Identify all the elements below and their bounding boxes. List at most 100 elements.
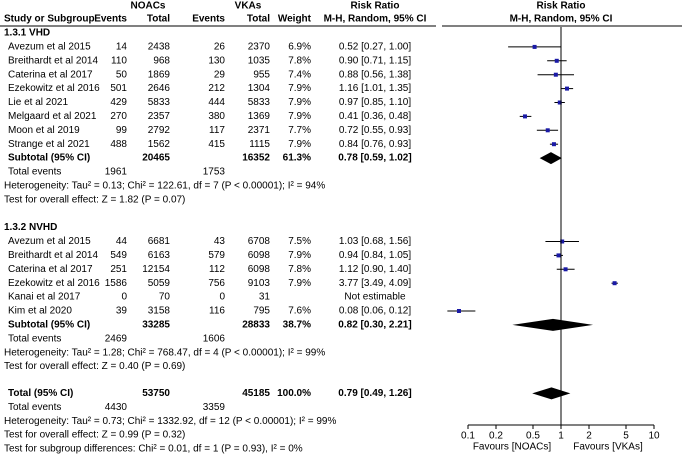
- e1: 549: [110, 250, 127, 261]
- header: Total: [247, 14, 270, 25]
- x-tick-label: 0.1: [461, 431, 475, 442]
- t1: 2357: [148, 111, 171, 122]
- e2: 1606: [203, 333, 226, 344]
- header: Risk Ratio: [537, 1, 586, 12]
- e2: 579: [208, 250, 225, 261]
- t2: 9103: [248, 278, 271, 289]
- weight: 7.9%: [288, 83, 311, 94]
- total-events: Total events: [8, 402, 61, 413]
- e1: 1961: [105, 167, 128, 178]
- ci-label: 0.41 [0.36, 0.48]: [339, 111, 412, 122]
- e2: 380: [208, 111, 225, 122]
- overall-test: Test for overall effect: Z = 0.40 (P = 0…: [4, 361, 185, 372]
- study-name: Kanai et al 2017: [8, 292, 81, 303]
- t2: 16352: [242, 153, 270, 164]
- total-events: Total events: [8, 167, 61, 178]
- e1: 270: [110, 111, 127, 122]
- t1: 12154: [142, 264, 170, 275]
- ci-label: 0.72 [0.55, 0.93]: [339, 125, 412, 136]
- t2: 5833: [248, 97, 271, 108]
- point-estimate: [553, 72, 558, 77]
- ci-label: 0.97 [0.85, 1.10]: [339, 97, 412, 108]
- t1: 33285: [142, 320, 170, 331]
- e2: 756: [208, 278, 225, 289]
- e2: 3359: [203, 402, 226, 413]
- t1: 6163: [148, 250, 171, 261]
- e1: 50: [116, 69, 128, 80]
- study-name: Avezum et al 2015: [8, 236, 91, 247]
- e1: 0: [121, 292, 127, 303]
- ci-label: 0.78 [0.59, 1.02]: [338, 153, 411, 164]
- point-estimate: [554, 58, 559, 63]
- study-name: Breithardt et al 2014: [8, 55, 98, 66]
- header: Study or Subgroup: [4, 14, 95, 25]
- ci-label: Not estimable: [344, 292, 406, 303]
- study-name: Melgaard et al 2021: [8, 111, 97, 122]
- e1: 251: [110, 264, 127, 275]
- ci-label: 1.16 [1.01, 1.35]: [339, 83, 412, 94]
- weight: 7.8%: [288, 55, 311, 66]
- t2: 6098: [248, 250, 271, 261]
- ci-label: 0.84 [0.76, 0.93]: [339, 139, 412, 150]
- weight: 7.5%: [288, 236, 311, 247]
- e1: 14: [116, 42, 128, 53]
- e2: 112: [209, 264, 225, 275]
- t2: 795: [253, 306, 270, 317]
- study-name: Caterina et al 2017: [8, 264, 93, 275]
- weight: 7.4%: [288, 69, 311, 80]
- t2: 28833: [242, 320, 270, 331]
- weight: 7.9%: [288, 250, 311, 261]
- t1: 1869: [148, 69, 171, 80]
- point-estimate: [560, 239, 565, 244]
- t2: 955: [253, 69, 270, 80]
- study-name: Strange et al 2021: [8, 139, 90, 150]
- point-estimate: [545, 128, 550, 133]
- t2: 6098: [248, 264, 271, 275]
- favours-label: Favours [VKAs]: [573, 442, 643, 453]
- ci-label: 3.77 [3.49, 4.09]: [339, 278, 412, 289]
- t2: 2371: [248, 125, 271, 136]
- t1: 3158: [148, 306, 171, 317]
- summary-name: Subtotal (95% CI): [8, 153, 90, 164]
- point-estimate: [532, 44, 537, 49]
- favours-label: Favours [NOACs]: [473, 442, 552, 453]
- point-estimate: [612, 281, 617, 286]
- weight: 7.9%: [288, 139, 311, 150]
- ci-label: 1.12 [0.90, 1.40]: [339, 264, 412, 275]
- heterogeneity: Heterogeneity: Tau² = 1.28; Chi² = 768.4…: [4, 347, 325, 358]
- t2: 31: [259, 292, 271, 303]
- t2: 1369: [248, 111, 271, 122]
- ci-label: 1.03 [0.68, 1.56]: [339, 236, 412, 247]
- ci-label: 0.82 [0.30, 2.21]: [338, 320, 411, 331]
- e1: 1586: [105, 278, 128, 289]
- t1: 6681: [148, 236, 171, 247]
- e2: 1753: [203, 167, 226, 178]
- study-name: Moon et al 2019: [8, 125, 80, 136]
- header: Events: [94, 14, 127, 25]
- point-estimate: [522, 114, 527, 119]
- weight: 38.7%: [283, 320, 311, 331]
- e2: 29: [214, 69, 226, 80]
- x-tick-label: 0.5: [526, 431, 540, 442]
- weight: 7.9%: [288, 111, 311, 122]
- summary-diamond: [532, 387, 571, 400]
- e2: 116: [209, 306, 225, 317]
- point-estimate: [557, 100, 562, 105]
- overall-test: Test for overall effect: Z = 1.82 (P = 0…: [4, 194, 185, 205]
- e2: 26: [214, 42, 226, 53]
- e2: 212: [208, 83, 225, 94]
- t1: 968: [153, 55, 170, 66]
- x-tick-label: 10: [648, 431, 660, 442]
- e1: 44: [116, 236, 128, 247]
- e2: 0: [219, 292, 225, 303]
- header: M-H, Random, 95% CI: [324, 14, 427, 25]
- e2: 43: [214, 236, 226, 247]
- subgroup-title: 1.3.1 VHD: [4, 28, 50, 39]
- point-estimate: [556, 253, 561, 258]
- summary-diamond: [512, 318, 594, 331]
- e1: 99: [116, 125, 128, 136]
- study-name: Ezekowitz et al 2016: [8, 278, 100, 289]
- overall-test: Test for overall effect: Z = 0.99 (P = 0…: [4, 430, 185, 441]
- t1: 2438: [148, 42, 171, 53]
